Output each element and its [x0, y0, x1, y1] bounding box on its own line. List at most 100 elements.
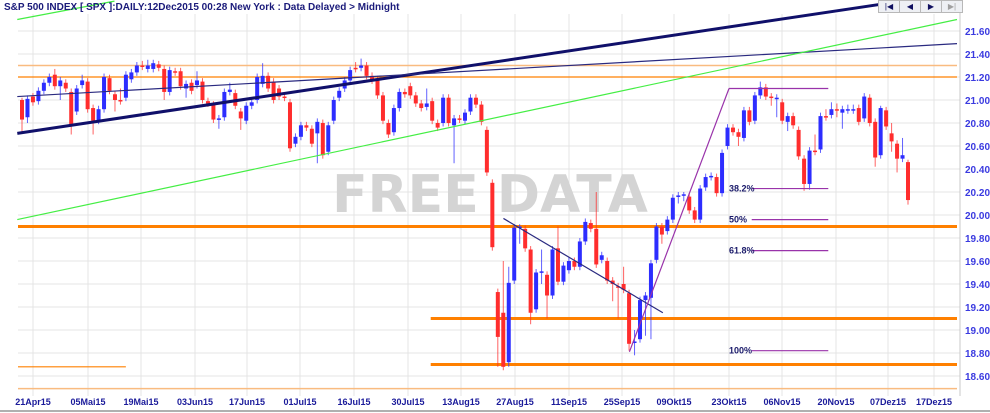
candle	[588, 219, 593, 233]
x-tick-label: 23Okt15	[711, 397, 746, 407]
candle	[359, 58, 364, 72]
last-page-button[interactable]: ▶|	[941, 0, 963, 13]
candle	[621, 266, 626, 294]
candle	[244, 102, 249, 125]
candle-body	[156, 64, 161, 68]
candle	[80, 74, 85, 89]
candle-body	[512, 227, 517, 281]
candle	[769, 93, 774, 106]
next-button[interactable]: ▶	[920, 0, 942, 13]
y-tick-label: 21.60	[965, 27, 990, 38]
candle	[238, 108, 243, 130]
candle	[331, 96, 336, 125]
candle	[665, 216, 670, 235]
candle-body	[725, 127, 730, 146]
candle-body	[419, 103, 424, 109]
candle	[555, 226, 560, 286]
candle-body	[621, 284, 626, 290]
candle-body	[102, 77, 107, 110]
candle-body	[255, 77, 260, 100]
candle	[304, 121, 309, 132]
candle-body	[550, 249, 555, 296]
candle	[730, 124, 735, 136]
x-tick-label: 19Mai15	[123, 397, 158, 407]
candle-body	[468, 97, 473, 112]
candle	[670, 194, 675, 224]
first-page-button[interactable]: |◀	[878, 0, 900, 13]
candle-body	[397, 91, 402, 109]
candle	[577, 238, 582, 271]
candle	[840, 105, 845, 129]
candle-body	[862, 96, 867, 119]
candle-body	[348, 70, 353, 81]
candle-body	[123, 74, 128, 98]
candle	[627, 289, 632, 351]
candle-body	[337, 90, 342, 98]
candle	[807, 147, 812, 190]
candle-body	[184, 83, 189, 89]
candle-body	[331, 100, 336, 121]
candle	[58, 77, 63, 100]
candle	[468, 94, 473, 115]
candle-body	[670, 197, 675, 220]
candle-body	[413, 95, 418, 104]
fib-level-label: 100%	[729, 346, 752, 356]
candle-body	[380, 95, 385, 121]
candle-body	[452, 118, 457, 126]
candle	[539, 249, 544, 284]
candle	[862, 93, 867, 122]
candle-body	[572, 261, 577, 267]
candle	[632, 330, 637, 356]
x-tick-label: 09Okt15	[656, 397, 691, 407]
candle	[834, 103, 839, 118]
candle-body	[720, 152, 725, 194]
y-tick-label: 20.00	[965, 211, 990, 222]
candle-body	[534, 272, 539, 310]
candle-body	[484, 129, 489, 173]
x-tick-label: 03Jun15	[177, 397, 213, 407]
candle	[134, 62, 139, 76]
candle	[780, 98, 785, 125]
candle-body	[140, 65, 145, 67]
candle	[25, 95, 30, 123]
candle	[424, 88, 429, 111]
y-tick-label: 19.80	[965, 234, 990, 245]
candle-body	[577, 241, 582, 267]
candle	[747, 106, 752, 126]
y-tick-label: 19.60	[965, 257, 990, 268]
candle	[884, 106, 889, 130]
y-tick-label: 19.40	[965, 280, 990, 291]
candle-body	[659, 226, 664, 235]
x-tick-label: 17Dez15	[916, 397, 952, 407]
candle-body	[36, 90, 41, 102]
previous-button[interactable]: ◀	[899, 0, 921, 13]
candle-body	[74, 88, 79, 112]
candle	[151, 59, 156, 73]
candle-body	[856, 108, 861, 122]
candle-body	[112, 94, 117, 100]
trendline	[17, 18, 958, 221]
candle	[397, 88, 402, 112]
candle	[550, 246, 555, 299]
candle-body	[796, 129, 801, 157]
chart-title: S&P 500 INDEX [ SPX ]:DAILY:12Dec2015 00…	[4, 2, 400, 13]
candle-body	[238, 111, 243, 119]
candle	[818, 112, 823, 153]
candle	[129, 68, 134, 83]
candle-body	[632, 341, 637, 343]
candle	[370, 72, 375, 84]
y-tick-label: 20.60	[965, 142, 990, 153]
candle	[173, 67, 178, 76]
candle-body	[648, 263, 653, 298]
candle-body	[501, 312, 506, 367]
candle	[845, 104, 850, 114]
candle-body	[638, 300, 643, 340]
candle	[599, 251, 604, 264]
candle	[785, 112, 790, 132]
candle-body	[643, 295, 648, 301]
x-tick-label: 17Jun15	[229, 397, 265, 407]
candle	[162, 65, 167, 100]
candle	[534, 269, 539, 313]
candle-body	[906, 162, 910, 201]
